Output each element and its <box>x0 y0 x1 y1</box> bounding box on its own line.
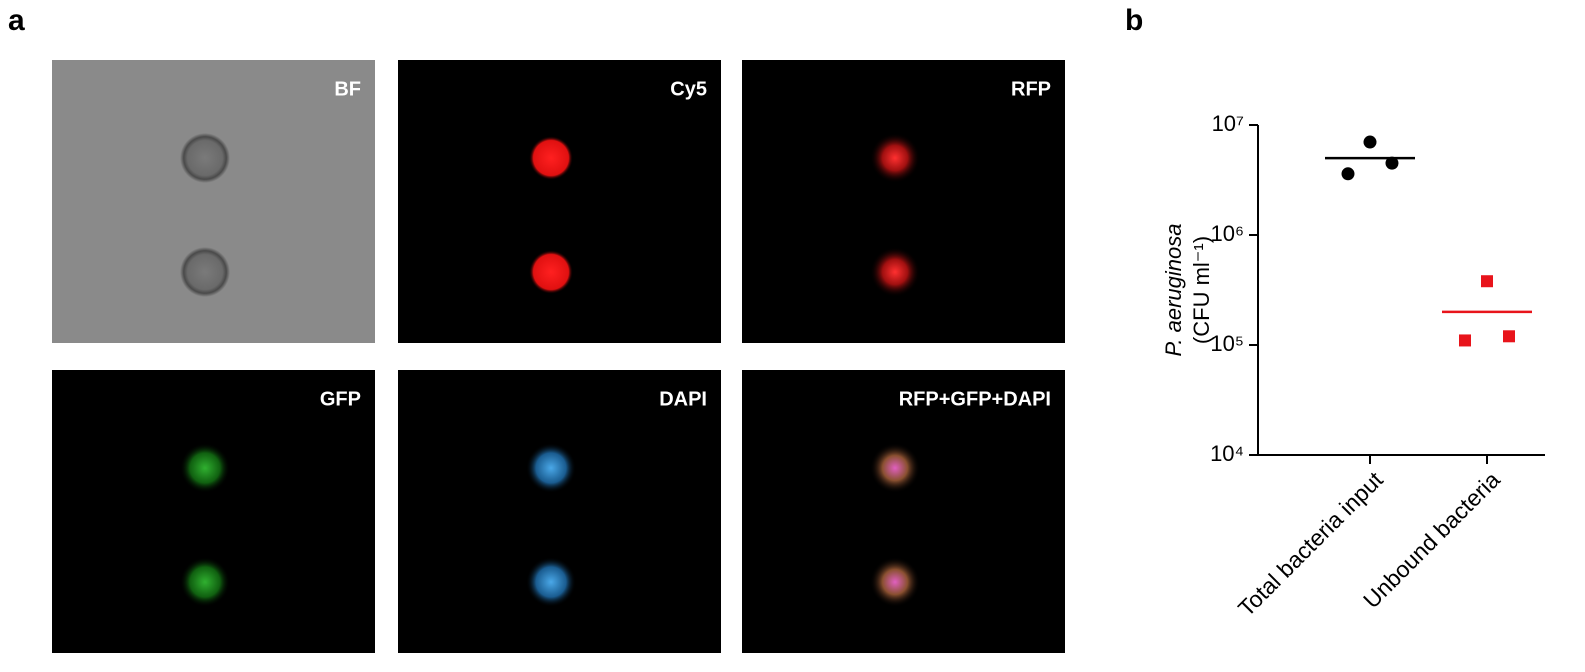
y-tick-label: 10⁵ <box>1210 331 1244 356</box>
cell <box>870 247 920 297</box>
y-tick-label: 10⁷ <box>1212 111 1244 136</box>
micrograph <box>742 370 1065 653</box>
cell <box>870 443 920 493</box>
micrograph <box>398 60 721 343</box>
micrographs: BF Cy5 RFP GFP DAPI RFP+GFP+DAPI <box>52 60 1065 660</box>
point <box>1459 334 1471 347</box>
point <box>1503 330 1515 343</box>
cell <box>180 247 230 297</box>
panel-label: a <box>8 4 25 37</box>
y-axis-label: P. aeruginosa <box>1161 224 1186 357</box>
channel-label: Cy5 <box>670 78 707 100</box>
y-tick-label: 10⁶ <box>1210 221 1244 246</box>
channel-label: RFP <box>1011 78 1051 100</box>
channel-label: DAPI <box>659 388 707 410</box>
channel-label: BF <box>334 78 361 100</box>
cell <box>870 557 920 607</box>
cell <box>526 557 576 607</box>
y-tick-label: 10⁴ <box>1210 441 1244 466</box>
cell <box>526 443 576 493</box>
micrograph <box>52 60 375 343</box>
cell <box>180 443 230 493</box>
cell <box>180 133 230 183</box>
micrograph <box>742 60 1065 343</box>
cell <box>870 133 920 183</box>
micrograph <box>398 370 721 653</box>
point <box>1341 167 1355 181</box>
micrograph <box>52 370 375 653</box>
cell <box>529 250 573 294</box>
point <box>1385 156 1399 170</box>
channel-label: GFP <box>320 388 361 410</box>
point <box>1481 275 1493 288</box>
cell <box>180 557 230 607</box>
y-axis-unit: (CFU ml⁻¹) <box>1189 236 1214 344</box>
cell <box>529 136 573 180</box>
point <box>1363 135 1377 149</box>
channel-label: RFP+GFP+DAPI <box>899 388 1051 410</box>
panel-label: b <box>1125 4 1143 37</box>
